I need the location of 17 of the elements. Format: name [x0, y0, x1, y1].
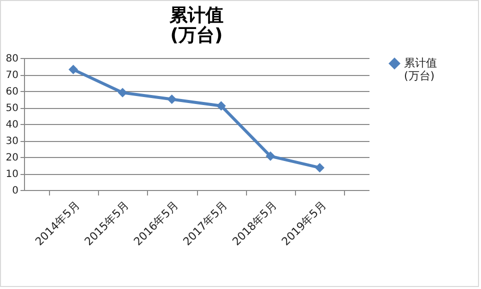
y-tick-label: 60 — [6, 86, 18, 98]
point — [118, 88, 128, 98]
y-tick-label: 10 — [6, 169, 18, 180]
point — [68, 64, 78, 74]
y-tick-label: 40 — [6, 120, 18, 130]
point — [216, 101, 226, 111]
chart-title: 累计值 (万台) — [168, 5, 224, 46]
legend-label: 累计值 (万台) — [404, 56, 437, 82]
y-tick-label: 80 — [6, 54, 18, 64]
y-tick-label: 30 — [6, 136, 18, 147]
point — [266, 151, 276, 161]
point — [314, 162, 324, 172]
y-tick-label: 70 — [6, 70, 18, 81]
point — [167, 94, 177, 104]
y-tick-label: 50 — [6, 103, 18, 114]
y-tick-label: 20 — [6, 152, 18, 164]
y-tick-label: 0 — [12, 186, 18, 196]
